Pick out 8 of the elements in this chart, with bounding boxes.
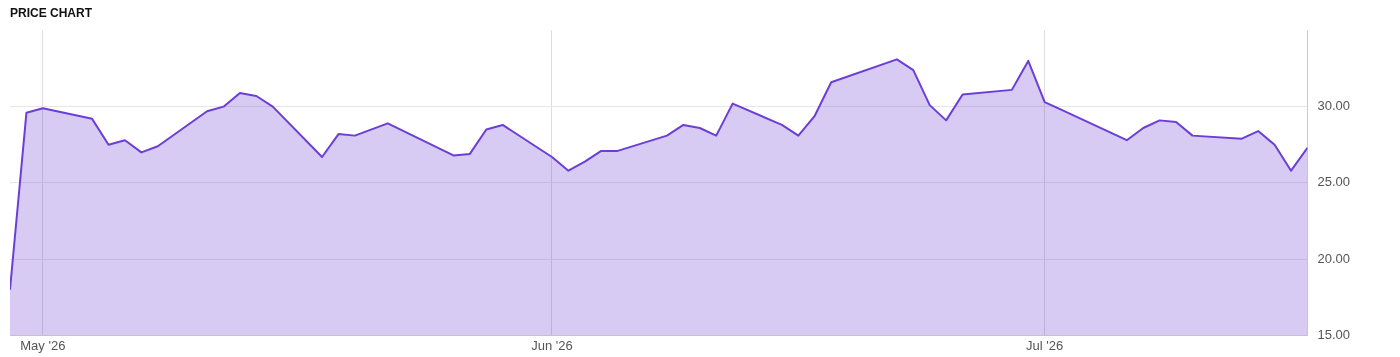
x-tick-label: May '26 bbox=[20, 337, 66, 353]
x-tick-label: Jul '26 bbox=[1026, 337, 1064, 353]
y-tick-label: 30.00 bbox=[1317, 98, 1351, 114]
x-tick-label: Jun '26 bbox=[531, 337, 573, 353]
y-tick-label: 25.00 bbox=[1317, 174, 1351, 190]
y-tick-label: 15.00 bbox=[1317, 326, 1351, 342]
y-tick-label: 20.00 bbox=[1317, 250, 1351, 266]
chart-title: PRICE CHART bbox=[10, 5, 93, 20]
